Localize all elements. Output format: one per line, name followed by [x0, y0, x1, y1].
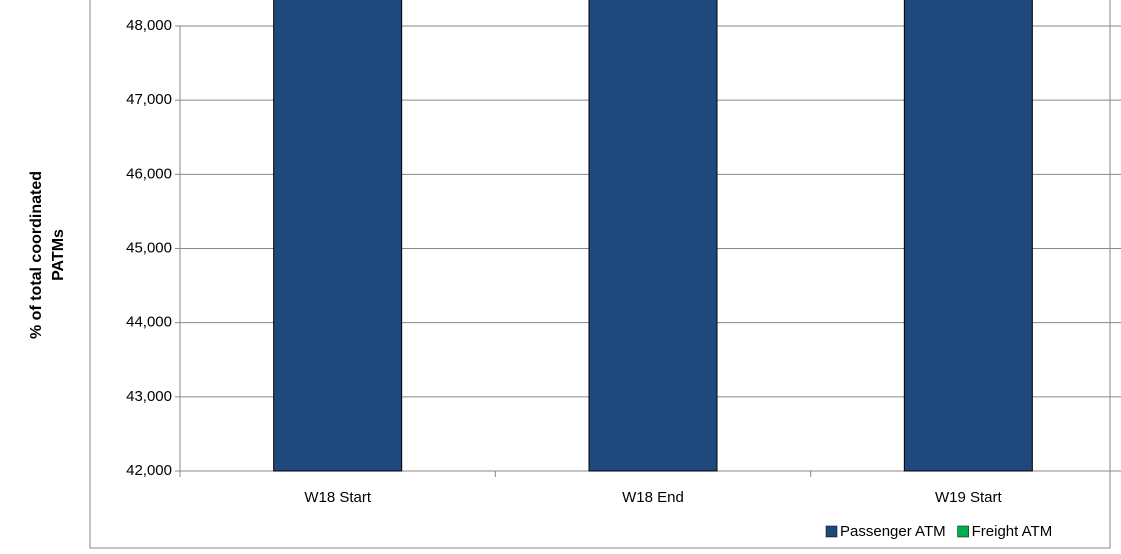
- bar-segment: [588, 0, 718, 472]
- y-tick-label: 42,000: [126, 462, 172, 479]
- y-tick-label: 46,000: [126, 165, 172, 182]
- chart-frame: [89, 0, 1111, 549]
- legend-label: Passenger ATM: [840, 523, 946, 540]
- y-tick-label: 43,000: [126, 388, 172, 405]
- y-tick-label: 45,000: [126, 239, 172, 256]
- x-tick-label: W18 Start: [304, 489, 372, 506]
- legend-swatch: [825, 525, 838, 538]
- bar-segment: [273, 0, 403, 472]
- y-tick-label: 44,000: [126, 314, 172, 331]
- y-axis-title: % of total coordinated: [28, 171, 45, 339]
- x-tick-label: W18 End: [622, 489, 684, 506]
- y-tick-label: 48,000: [126, 17, 172, 34]
- bar-segment: [903, 0, 1033, 472]
- x-tick-label: W19 Start: [935, 489, 1003, 506]
- y-tick-label: 47,000: [126, 91, 172, 108]
- legend-label: Freight ATM: [972, 523, 1053, 540]
- y-axis-title: PATMs: [50, 229, 67, 281]
- legend-swatch: [957, 525, 969, 538]
